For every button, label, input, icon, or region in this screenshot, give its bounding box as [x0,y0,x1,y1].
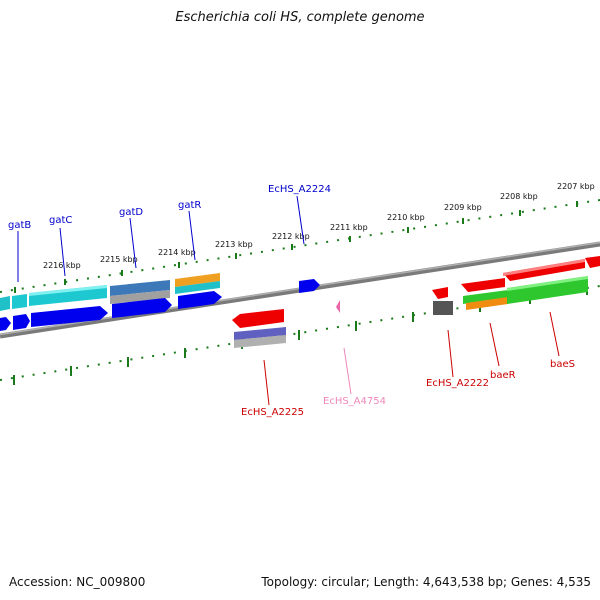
tick-label-2212: 2212 kbp [272,232,310,241]
tick-label-2211: 2211 kbp [330,223,368,232]
label-gatR[interactable]: gatR [178,200,201,211]
gene-EcHS_A2224-arrow[interactable] [299,279,320,293]
gene-group-EcHS_A2225 [232,309,286,348]
tick-label-2215: 2215 kbp [100,255,138,264]
tick-label-2213: 2213 kbp [215,240,253,249]
gene-gatR-arrow[interactable] [178,291,222,309]
tick-label-2216: 2216 kbp [43,261,81,270]
forward-lane-upper [0,273,320,311]
tick-label-2209: 2209 kbp [444,203,482,212]
label-baeR[interactable]: baeR [490,370,516,381]
gene-gatC-cyan[interactable] [12,294,27,309]
gene-gatR-cyan[interactable] [175,281,220,294]
label-EcHS_A2225[interactable]: EcHS_A2225 [241,407,304,418]
gene-gatB-cyan[interactable] [0,296,10,311]
gene-gatD-steel[interactable] [110,280,170,296]
gene-baeR-orange[interactable] [466,297,508,310]
gene-baeR-arrow[interactable] [461,278,505,292]
gene-gatB-arrow-2[interactable] [13,314,30,330]
label-gatD[interactable]: gatD [119,207,143,218]
tick-label-2208: 2208 kbp [500,192,538,201]
gene-EcHS_A2222-box[interactable] [433,301,453,315]
reverse-lane-upper [432,256,600,299]
gene-gatD-arrow[interactable] [112,298,172,318]
map-title: Escherichia coli HS, complete genome [175,10,425,25]
gene-EcHS_A2225-purple[interactable] [234,327,286,340]
gene-right-edge-red[interactable] [585,256,600,268]
tick-label-2214: 2214 kbp [158,248,196,257]
gene-EcHS_A2225-gray[interactable] [234,335,286,348]
label-EcHS_A2224[interactable]: EcHS_A2224 [268,184,331,195]
tick-label-2207: 2207 kbp [557,182,595,191]
gene-baeS-green[interactable] [507,276,588,304]
gene-gatR-orange[interactable] [175,273,220,287]
genome-stats-text: Topology: circular; Length: 4,643,538 bp… [261,575,591,589]
gene-EcHS_A2225-red[interactable] [232,309,284,328]
forward-lane-lower [0,291,222,331]
gene-gatC-cyan-2[interactable] [29,285,107,306]
accession-text: Accession: NC_009800 [9,575,146,589]
label-gatC[interactable]: gatC [49,215,72,226]
gene-EcHS_A2222-arrow[interactable] [432,287,448,299]
label-EcHS_A4754[interactable]: EcHS_A4754 [323,396,386,407]
gene-gatC-arrow[interactable] [31,306,108,327]
reverse-lane-lower [433,276,588,315]
label-EcHS_A2222[interactable]: EcHS_A2222 [426,378,489,389]
gene-gatD-gray[interactable] [110,290,170,304]
label-gatB[interactable]: gatB [8,220,31,231]
label-connectors [17,195,560,406]
tick-label-2210: 2210 kbp [387,213,425,222]
outer-major-ticks [14,201,578,293]
label-baeS[interactable]: baeS [550,359,575,370]
gene-baeR-green[interactable] [463,290,508,304]
gene-EcHS_A4754-marker[interactable] [336,300,340,313]
gene-gatB-arrow[interactable] [0,317,11,331]
